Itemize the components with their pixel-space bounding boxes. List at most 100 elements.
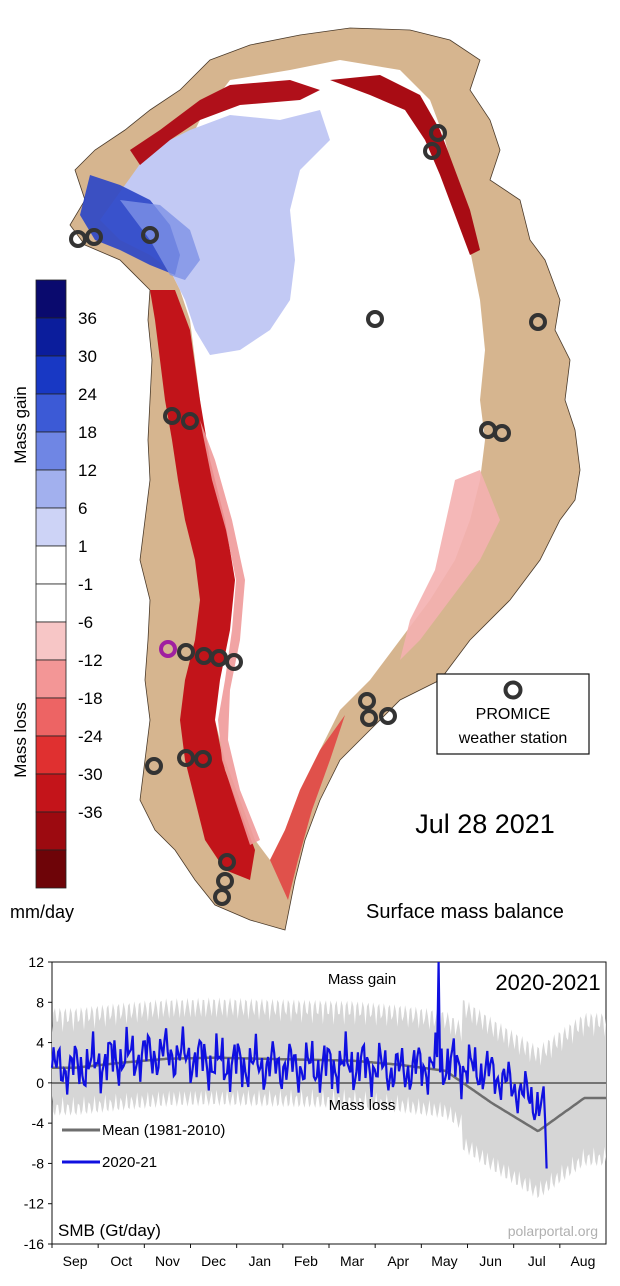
y-tick-label: 8 — [36, 994, 44, 1010]
chart-ylabel: SMB (Gt/day) — [58, 1221, 161, 1240]
y-tick-label: -4 — [32, 1115, 45, 1131]
colorbar-tick-label: 1 — [78, 537, 87, 556]
colorbar-swatch — [35, 545, 67, 585]
y-tick-label: 4 — [36, 1035, 44, 1051]
station-marker — [181, 412, 199, 430]
x-tick-label: Jun — [479, 1253, 502, 1269]
y-tick-label: 12 — [28, 954, 44, 970]
colorbar-swatch — [35, 431, 67, 471]
station-marker — [177, 749, 195, 767]
station-marker — [85, 228, 103, 246]
chart-gain-label: Mass gain — [328, 971, 396, 988]
chart-x-ticks: Sep Oct Nov Dec Jan Feb Mar Apr May Jun Jul Aug — [51, 1244, 595, 1269]
colorbar-swatch — [35, 735, 67, 775]
colorbar-tick-label: -30 — [78, 765, 103, 784]
y-tick-label: -16 — [24, 1236, 44, 1252]
colorbar-swatch — [35, 393, 67, 433]
chart-season-label: 2020-2021 — [495, 970, 600, 995]
colorbar-tick-label: -12 — [78, 651, 103, 670]
greenland-smb-map: 36 30 24 18 12 6 1 -1 -6 -12 -18 -24 -30 -36 Mass gai… — [10, 27, 590, 931]
mass-loss-west-light — [200, 420, 260, 845]
x-tick-label: Oct — [110, 1253, 132, 1269]
station-legend-line2: weather station — [458, 730, 568, 747]
mass-loss-north — [130, 80, 320, 165]
x-tick-label: Nov — [155, 1253, 180, 1269]
x-tick-label: Aug — [570, 1253, 595, 1269]
colorbar-swatch — [35, 697, 67, 737]
colorbar-swatch — [35, 621, 67, 661]
variability-envelope — [52, 997, 606, 1199]
station-marker — [360, 709, 378, 727]
colorbar-tick-label: 18 — [78, 423, 97, 442]
x-tick-label: Jul — [528, 1253, 546, 1269]
station-marker — [213, 888, 231, 906]
station-marker — [218, 853, 236, 871]
mass-loss-east-light — [400, 470, 500, 660]
station-marker — [194, 750, 212, 768]
colorbar-swatch — [35, 583, 67, 623]
station-marker — [493, 424, 511, 442]
station-marker — [216, 872, 234, 890]
x-tick-label: May — [431, 1253, 457, 1269]
colorbar-tick-label: -6 — [78, 613, 93, 632]
colorbar-swatch — [35, 849, 67, 889]
y-tick-label: -8 — [32, 1155, 45, 1171]
colorbar-tick-label: 30 — [78, 347, 97, 366]
station-legend-line1: PROMICE — [476, 706, 551, 723]
station-marker — [163, 407, 181, 425]
colorbar-tick-label: 6 — [78, 499, 87, 518]
station-marker — [529, 313, 547, 331]
station-marker — [69, 230, 87, 248]
colorbar-tick-label: 24 — [78, 385, 97, 404]
colorbar-tick-label: 36 — [78, 309, 97, 328]
station-legend-icon — [503, 680, 523, 700]
legend-current-label: 2020-21 — [102, 1154, 157, 1171]
colorbar-swatch — [35, 469, 67, 509]
colorbar-swatch — [35, 773, 67, 813]
x-tick-label: Apr — [387, 1253, 409, 1269]
station-marker — [358, 692, 376, 710]
smb-timeseries-chart: 12 8 4 0 -4 -8 -12 -16 Sep Oct Nov Dec Jan Feb Mar Apr… — [24, 954, 607, 1269]
mass-gain-strong — [80, 175, 180, 275]
mass-gain-region — [100, 110, 330, 355]
colorbar-swatch — [35, 317, 67, 357]
chart-lines — [50, 961, 606, 1169]
mass-loss-west — [150, 290, 255, 880]
map-date: Jul 28 2021 — [415, 809, 555, 839]
station-marker — [379, 707, 397, 725]
mean-line — [52, 1056, 606, 1133]
colorbar-tick-label: -36 — [78, 803, 103, 822]
mass-gain-medium — [120, 200, 200, 280]
chart-y-ticks: 12 8 4 0 -4 -8 -12 -16 — [24, 954, 52, 1252]
legend-mean-label: Mean (1981-2010) — [102, 1122, 225, 1139]
x-tick-label: Jan — [248, 1253, 271, 1269]
stations — [69, 124, 547, 906]
colorbar-swatch — [35, 507, 67, 547]
current-season-line — [50, 961, 548, 1169]
colorbar-tick-label: 12 — [78, 461, 97, 480]
x-tick-label: Sep — [63, 1253, 88, 1269]
x-tick-label: Feb — [294, 1253, 318, 1269]
station-marker-highlight — [159, 640, 177, 658]
y-tick-label: -12 — [24, 1196, 44, 1212]
chart-watermark: polarportal.org — [508, 1223, 598, 1239]
chart-loss-label: Mass loss — [329, 1097, 396, 1114]
station-marker — [177, 643, 195, 661]
mass-loss-northeast — [330, 75, 480, 255]
x-tick-label: Dec — [201, 1253, 226, 1269]
colorbar-tick-label: -18 — [78, 689, 103, 708]
colorbar-tick-label: -24 — [78, 727, 103, 746]
colorbar-unit: mm/day — [10, 902, 74, 922]
station-marker — [429, 124, 447, 142]
station-marker — [145, 757, 163, 775]
station-marker — [141, 226, 159, 244]
station-legend-box — [436, 673, 590, 755]
chart-envelope — [52, 997, 606, 1199]
station-marker — [366, 310, 384, 328]
colorbar-swatch — [35, 811, 67, 851]
colorbar-gain-label: Mass gain — [11, 386, 30, 463]
station-marker — [225, 653, 243, 671]
y-tick-label: 0 — [36, 1075, 44, 1091]
x-tick-label: Mar — [340, 1253, 364, 1269]
colorbar-swatch — [35, 355, 67, 395]
